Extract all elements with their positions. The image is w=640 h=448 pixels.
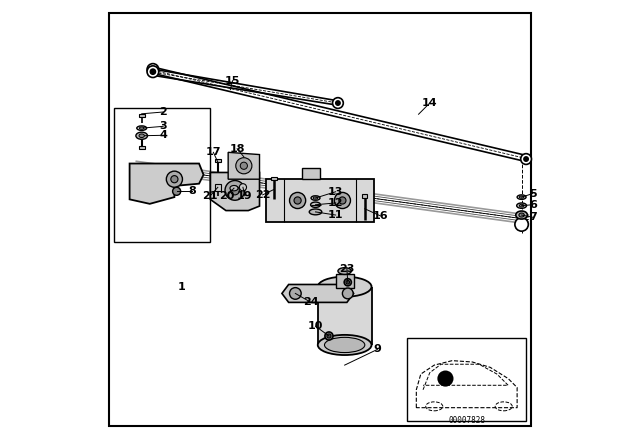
- Polygon shape: [228, 152, 260, 179]
- Ellipse shape: [346, 280, 349, 284]
- Text: 10: 10: [308, 321, 323, 331]
- Ellipse shape: [520, 204, 524, 207]
- Polygon shape: [282, 284, 353, 302]
- Circle shape: [173, 187, 180, 195]
- Circle shape: [339, 197, 346, 204]
- Text: 12: 12: [328, 198, 344, 208]
- Bar: [266, 179, 374, 222]
- Ellipse shape: [230, 185, 238, 191]
- Text: 1: 1: [177, 282, 185, 292]
- Circle shape: [515, 218, 529, 231]
- Circle shape: [342, 288, 353, 299]
- Circle shape: [289, 193, 306, 209]
- Bar: [271, 177, 276, 180]
- Ellipse shape: [327, 334, 331, 338]
- Ellipse shape: [517, 195, 526, 199]
- Text: 24: 24: [303, 297, 319, 307]
- Text: 17: 17: [205, 147, 221, 157]
- Ellipse shape: [318, 335, 372, 355]
- Circle shape: [239, 184, 246, 191]
- Polygon shape: [210, 172, 260, 211]
- Circle shape: [333, 98, 343, 108]
- Text: 2: 2: [159, 107, 167, 117]
- Bar: [114, 108, 210, 242]
- Text: 19: 19: [237, 191, 253, 201]
- Circle shape: [150, 67, 156, 72]
- Text: 11: 11: [328, 210, 344, 220]
- Bar: [336, 274, 354, 288]
- Bar: [139, 146, 145, 149]
- Ellipse shape: [520, 196, 524, 198]
- Bar: [318, 287, 372, 345]
- Circle shape: [236, 158, 252, 174]
- Text: 16: 16: [372, 211, 388, 221]
- Text: 00007828: 00007828: [449, 416, 486, 425]
- Bar: [362, 194, 367, 198]
- Circle shape: [225, 181, 244, 200]
- Circle shape: [150, 69, 156, 74]
- Text: 20: 20: [219, 191, 234, 201]
- Bar: [215, 184, 221, 191]
- Ellipse shape: [140, 127, 144, 129]
- Circle shape: [240, 162, 248, 169]
- Ellipse shape: [338, 267, 351, 274]
- Circle shape: [524, 157, 529, 161]
- Circle shape: [289, 288, 301, 299]
- Text: 8: 8: [188, 186, 196, 196]
- Circle shape: [166, 171, 182, 187]
- Circle shape: [171, 176, 178, 183]
- Text: 15: 15: [225, 76, 241, 86]
- Circle shape: [294, 197, 301, 204]
- Text: 18: 18: [229, 144, 245, 154]
- Ellipse shape: [136, 132, 148, 139]
- Text: 23: 23: [339, 264, 355, 274]
- Circle shape: [334, 193, 351, 209]
- Ellipse shape: [344, 279, 351, 286]
- Ellipse shape: [516, 211, 527, 219]
- Text: 7: 7: [529, 212, 537, 222]
- Circle shape: [336, 101, 340, 105]
- Ellipse shape: [519, 213, 524, 217]
- Circle shape: [230, 186, 239, 195]
- Text: 9: 9: [373, 345, 381, 354]
- Bar: [139, 114, 145, 117]
- Ellipse shape: [314, 197, 317, 199]
- Ellipse shape: [325, 332, 333, 340]
- Bar: [302, 168, 320, 179]
- Ellipse shape: [516, 203, 527, 208]
- Bar: [215, 159, 221, 162]
- Ellipse shape: [309, 209, 322, 215]
- Text: 13: 13: [328, 187, 344, 197]
- Text: 3: 3: [159, 121, 167, 131]
- Ellipse shape: [324, 337, 365, 353]
- Circle shape: [147, 64, 159, 75]
- Ellipse shape: [318, 276, 372, 297]
- Text: 6: 6: [529, 200, 537, 210]
- Ellipse shape: [137, 126, 147, 130]
- Polygon shape: [130, 164, 204, 204]
- Circle shape: [437, 370, 454, 387]
- Text: 21: 21: [202, 191, 218, 201]
- Circle shape: [521, 154, 531, 164]
- Bar: [407, 338, 526, 421]
- Text: 4: 4: [159, 130, 167, 140]
- Text: 5: 5: [529, 189, 536, 198]
- Ellipse shape: [139, 134, 145, 138]
- Text: 14: 14: [422, 98, 438, 108]
- Text: 22: 22: [255, 190, 271, 200]
- Circle shape: [147, 66, 159, 78]
- Ellipse shape: [310, 202, 321, 207]
- Ellipse shape: [311, 196, 320, 200]
